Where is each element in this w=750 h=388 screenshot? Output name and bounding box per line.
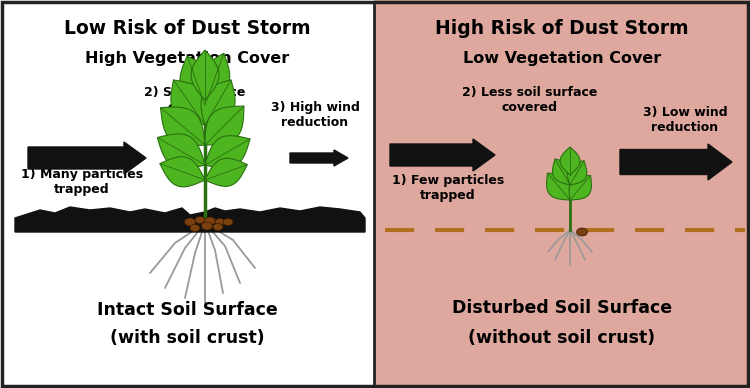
Ellipse shape bbox=[223, 218, 233, 225]
Ellipse shape bbox=[215, 218, 225, 225]
Ellipse shape bbox=[184, 218, 196, 226]
Polygon shape bbox=[205, 135, 250, 168]
FancyArrow shape bbox=[290, 150, 348, 166]
FancyArrow shape bbox=[28, 142, 146, 174]
Ellipse shape bbox=[577, 228, 587, 236]
Text: 2) Less soil surface
covered: 2) Less soil surface covered bbox=[462, 86, 598, 114]
Text: 3) High wind
reduction: 3) High wind reduction bbox=[271, 101, 359, 129]
Text: 1) Many particles
trapped: 1) Many particles trapped bbox=[21, 168, 143, 196]
Polygon shape bbox=[15, 207, 365, 232]
Ellipse shape bbox=[205, 217, 215, 225]
Polygon shape bbox=[205, 106, 244, 145]
Polygon shape bbox=[569, 175, 592, 200]
Polygon shape bbox=[201, 80, 235, 125]
Polygon shape bbox=[158, 134, 205, 169]
Text: 3) Low wind
reduction: 3) Low wind reduction bbox=[643, 106, 728, 134]
Polygon shape bbox=[547, 173, 571, 200]
Polygon shape bbox=[553, 159, 572, 185]
Ellipse shape bbox=[195, 217, 205, 223]
Text: Intact Soil Surface: Intact Soil Surface bbox=[97, 301, 278, 319]
Text: 1) Few particles
trapped: 1) Few particles trapped bbox=[392, 174, 504, 202]
Polygon shape bbox=[191, 50, 219, 100]
Text: Disturbed Soil Surface: Disturbed Soil Surface bbox=[452, 299, 672, 317]
Polygon shape bbox=[199, 53, 230, 105]
FancyArrow shape bbox=[390, 139, 495, 171]
FancyArrow shape bbox=[620, 144, 732, 180]
Bar bbox=[374, 0, 750, 388]
Polygon shape bbox=[171, 80, 208, 125]
Bar bbox=[15, 218, 365, 232]
Text: Low Vegetation Cover: Low Vegetation Cover bbox=[463, 50, 662, 66]
Text: Low Risk of Dust Storm: Low Risk of Dust Storm bbox=[64, 19, 310, 38]
Polygon shape bbox=[205, 158, 248, 186]
Bar bbox=[0, 0, 374, 388]
Ellipse shape bbox=[213, 223, 223, 230]
Ellipse shape bbox=[190, 225, 200, 232]
Ellipse shape bbox=[202, 222, 212, 230]
Polygon shape bbox=[567, 161, 586, 185]
Text: High Risk of Dust Storm: High Risk of Dust Storm bbox=[435, 19, 688, 38]
Text: (without soil crust): (without soil crust) bbox=[469, 329, 656, 347]
Polygon shape bbox=[160, 157, 205, 187]
Polygon shape bbox=[180, 56, 212, 105]
Text: 2) Soil surface
covered: 2) Soil surface covered bbox=[144, 86, 246, 114]
Polygon shape bbox=[160, 107, 205, 146]
Polygon shape bbox=[560, 147, 580, 175]
Text: (with soil crust): (with soil crust) bbox=[110, 329, 264, 347]
Text: High Vegetation Cover: High Vegetation Cover bbox=[85, 50, 290, 66]
